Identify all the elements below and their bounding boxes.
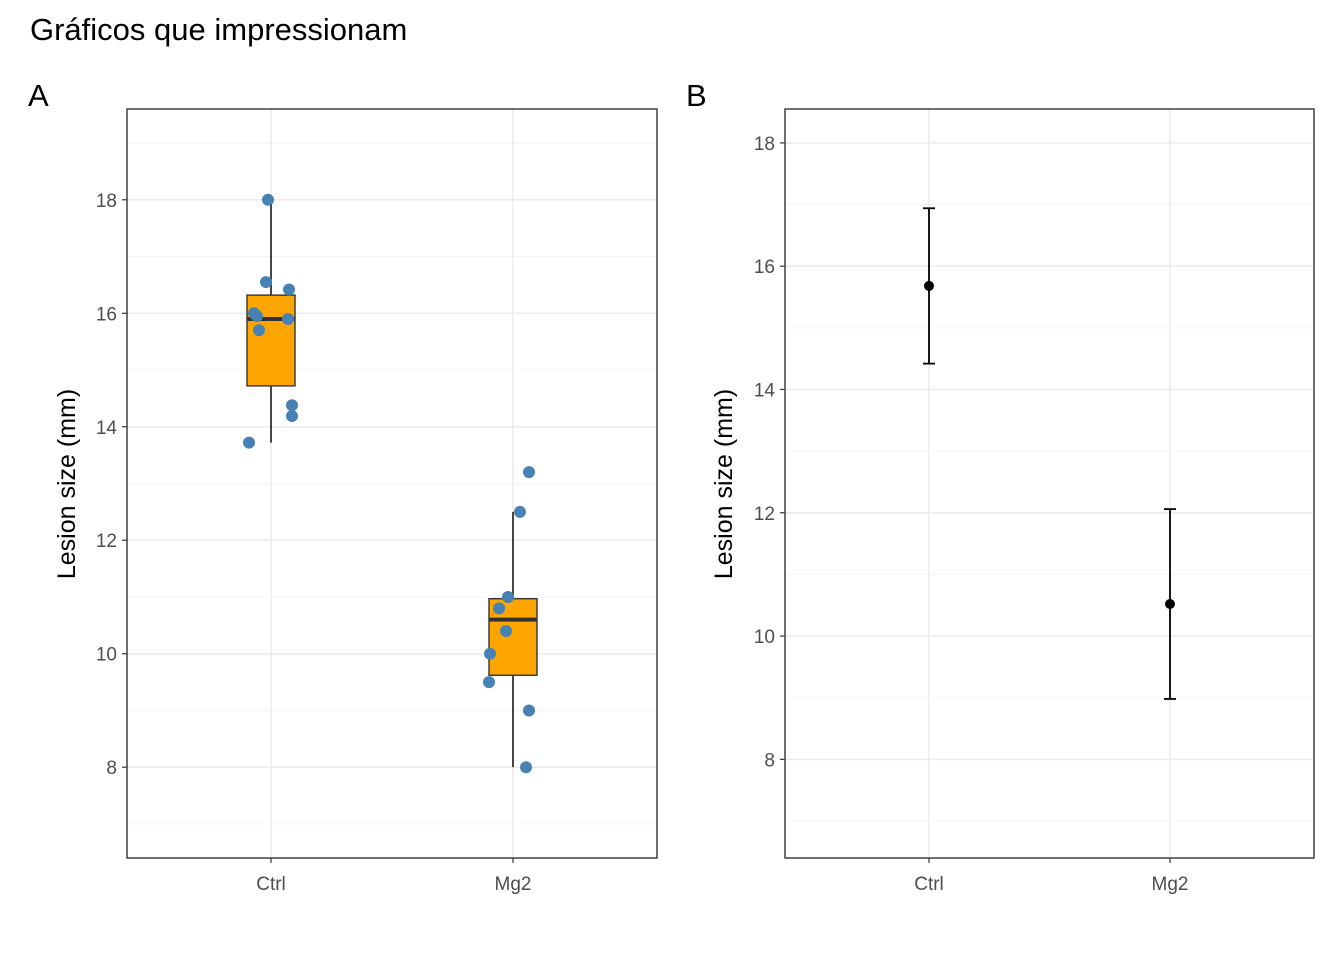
panel-a-x-tick-label: Ctrl xyxy=(256,874,286,895)
panel-a-y-tick-label: 14 xyxy=(96,418,118,439)
panel-a-data-point xyxy=(483,676,495,689)
panel-a-y-tick-label: 16 xyxy=(96,304,117,325)
panel-b-tag: B xyxy=(686,78,707,113)
panel-a-data-point xyxy=(286,399,298,412)
panel-b-mean-point xyxy=(1165,599,1175,610)
panel-b-y-tick-label: 18 xyxy=(754,134,775,155)
panel-a-data-point xyxy=(283,283,295,296)
panel-a-x-tick-label: Mg2 xyxy=(495,874,532,895)
panel-b-y-axis-label: Lesion size (mm) xyxy=(710,389,738,579)
panel-b-mean-point xyxy=(924,280,934,291)
panel-a-data-point xyxy=(243,436,255,449)
panel-b-x-tick-label: Mg2 xyxy=(1152,874,1189,895)
panel-b-x-tick-label: Ctrl xyxy=(914,874,944,895)
panel-b-y-tick-label: 16 xyxy=(754,257,775,278)
panel-a-y-tick-label: 8 xyxy=(106,758,117,779)
panel-a-tag: A xyxy=(28,78,49,113)
panel-b-y-tick-label: 14 xyxy=(754,380,776,401)
panel-a-data-point xyxy=(493,602,505,615)
panel-a: A Lesion size (mm) 8 10 12 14 16 18 Ctrl Mg2 xyxy=(28,78,658,895)
panel-b-y-tick-label: 12 xyxy=(754,504,775,525)
panel-a-data-point xyxy=(282,312,294,325)
panel-a-data-point xyxy=(253,324,265,337)
panel-a-plot-border xyxy=(126,108,658,859)
panel-a-data-point xyxy=(523,704,535,717)
panel-a-data-point xyxy=(484,647,496,660)
panel-a-data-point xyxy=(251,310,263,323)
panel-a-data-point xyxy=(514,505,526,518)
panel-b-y-tick-label: 8 xyxy=(764,750,775,771)
panel-a-data-point xyxy=(523,466,535,479)
panel-a-data-point xyxy=(520,761,532,774)
panel-b-y-tick-label: 10 xyxy=(754,627,775,648)
panel-b-plot-border xyxy=(784,108,1315,859)
panel-b: B Lesion size (mm) 8 10 12 14 16 18 Ctrl Mg2 xyxy=(686,78,1315,895)
panel-a-y-tick-label: 18 xyxy=(96,191,117,212)
panel-a-data-point xyxy=(260,276,272,289)
panel-a-data-point xyxy=(502,590,514,603)
panel-a-y-tick-label: 12 xyxy=(96,531,117,552)
panel-a-data-point xyxy=(500,625,512,638)
panel-a-y-axis-label: Lesion size (mm) xyxy=(53,389,81,579)
panel-a-data-point xyxy=(262,193,274,206)
figure-title: Gráficos que impressionam xyxy=(30,12,407,47)
panel-a-y-tick-label: 10 xyxy=(96,645,117,666)
panel-a-data-point xyxy=(286,409,298,422)
